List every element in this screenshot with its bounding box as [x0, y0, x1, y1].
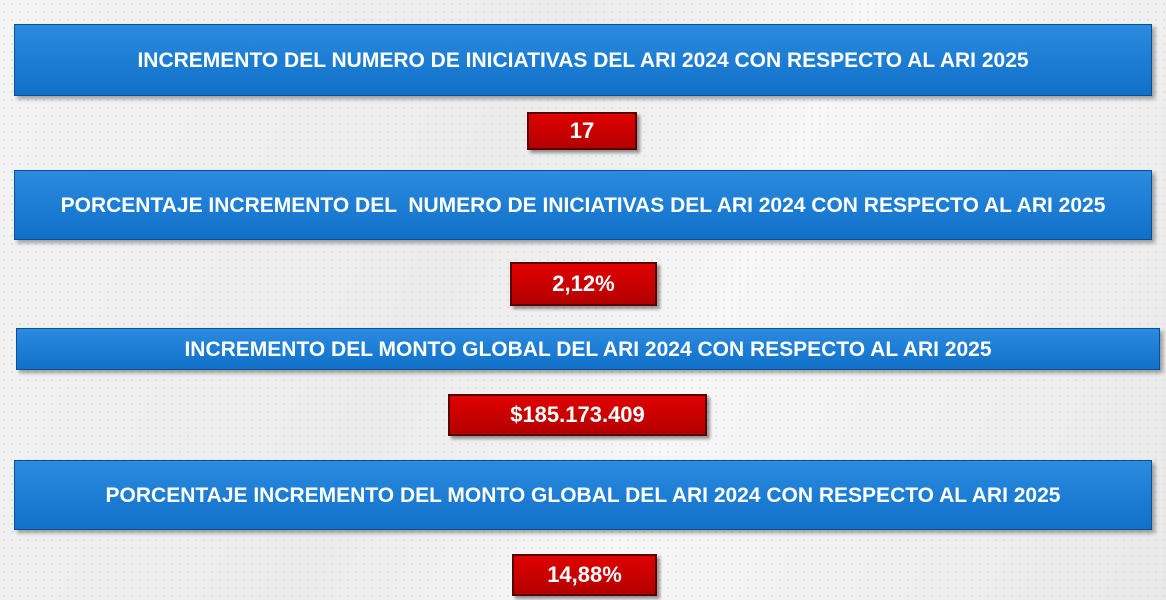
value-box: 17 — [527, 112, 637, 150]
title-banner: PORCENTAJE INCREMENTO DEL MONTO GLOBAL D… — [14, 460, 1152, 530]
title-banner: INCREMENTO DEL NUMERO DE INICIATIVAS DEL… — [14, 24, 1152, 96]
value-box: 2,12% — [510, 262, 657, 306]
value-box: $185.173.409 — [448, 394, 707, 436]
value-box: 14,88% — [512, 554, 657, 596]
title-banner: PORCENTAJE INCREMENTO DEL NUMERO DE INIC… — [14, 170, 1152, 240]
title-banner: INCREMENTO DEL MONTO GLOBAL DEL ARI 2024… — [16, 328, 1160, 370]
